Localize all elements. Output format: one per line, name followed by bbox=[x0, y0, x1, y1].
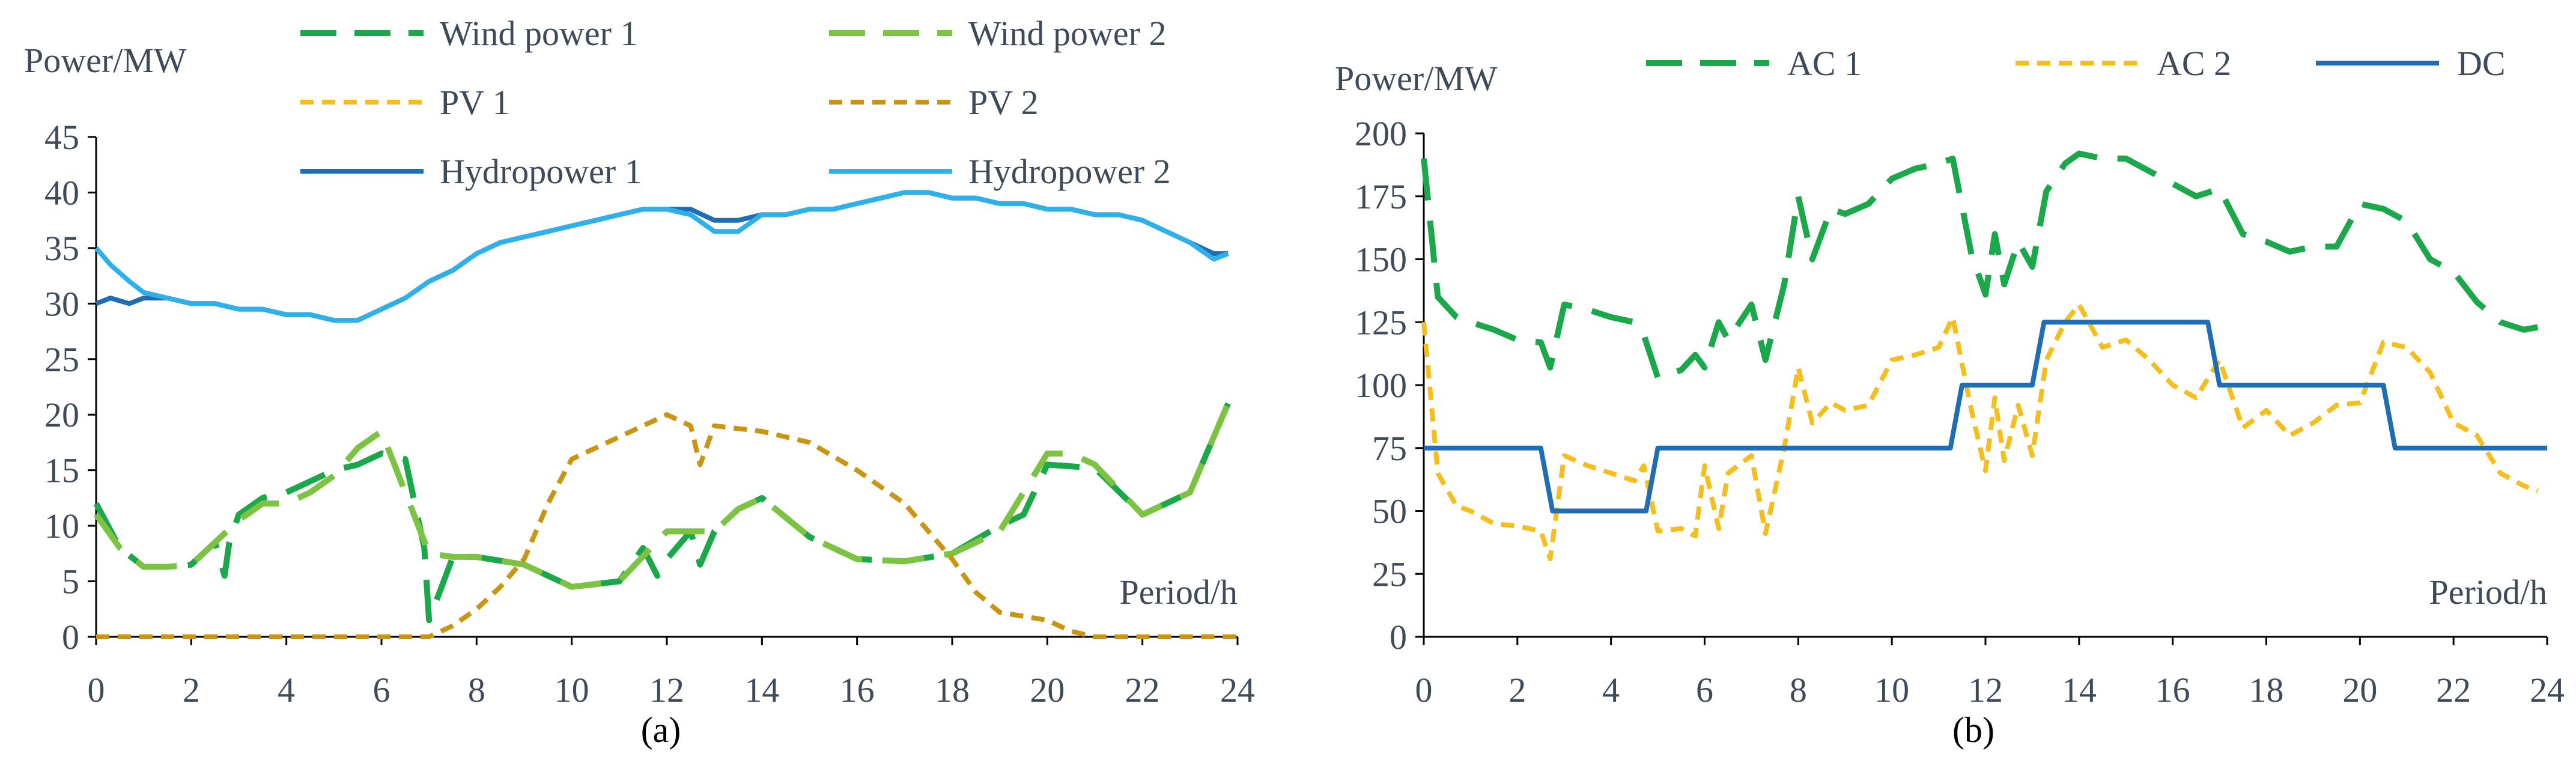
legend-item-hydropower-2: Hydropower 2 bbox=[829, 152, 1171, 191]
chart-b-legend: AC 1 AC 2 DC bbox=[1646, 44, 2506, 83]
legend-item-dc: DC bbox=[2316, 44, 2506, 83]
chart-a-xtick-label: 8 bbox=[468, 670, 485, 710]
chart-b-xtick-label: 10 bbox=[1874, 670, 1909, 710]
chart-b-xtick-label: 6 bbox=[1696, 670, 1713, 710]
chart-b-caption: (b) bbox=[1952, 710, 1994, 750]
legend-label-wind-power-1: Wind power 1 bbox=[440, 14, 637, 53]
chart-b-xtick-label: 2 bbox=[1508, 670, 1526, 710]
chart-b-xtick-label: 22 bbox=[2436, 670, 2471, 710]
chart-a-ytick-label: 20 bbox=[44, 395, 79, 434]
chart-a-ytick-label: 45 bbox=[44, 118, 79, 157]
legend-item-ac-1: AC 1 bbox=[1646, 44, 1862, 83]
chart-b-series-ac-1 bbox=[1421, 150, 2539, 381]
chart-b-xtick-label: 14 bbox=[2062, 670, 2097, 710]
chart-b-xtick-label: 12 bbox=[1968, 670, 2003, 710]
chart-b-ytick-label: 0 bbox=[1390, 618, 1407, 657]
legend-label-hydropower-2: Hydropower 2 bbox=[968, 152, 1171, 191]
chart-a-series-pv-1 bbox=[96, 412, 1238, 639]
chart-b-ytick-label: 75 bbox=[1372, 429, 1407, 468]
chart-b-ylabel: Power/MW bbox=[1335, 59, 1498, 98]
chart-a-xtick-label: 4 bbox=[278, 670, 295, 710]
chart-a-series-pv-2 bbox=[96, 412, 1238, 639]
chart-a-ytick-label: 10 bbox=[44, 506, 79, 546]
chart-a-xtick-label: 16 bbox=[840, 670, 875, 710]
legend-label-pv-2: PV 2 bbox=[968, 83, 1039, 122]
chart-a-ytick-label: 5 bbox=[62, 562, 79, 601]
legend-item-pv-2: PV 2 bbox=[829, 83, 1039, 122]
chart-a-xtick-label: 18 bbox=[935, 670, 970, 710]
chart-a-legend: Wind power 1 Wind power 2 PV 1 PV 2 Hydr… bbox=[300, 14, 1171, 191]
chart-b-ytick-label: 50 bbox=[1372, 492, 1407, 531]
chart-b-xlabel: Period/h bbox=[2429, 573, 2547, 612]
chart-a-ytick-label: 0 bbox=[62, 618, 79, 657]
chart-b-ytick-label: 25 bbox=[1372, 555, 1407, 594]
chart-b-ytick-label: 100 bbox=[1355, 366, 1407, 405]
chart-a: Power/MW Period/h (a) Wind power 1 Wind … bbox=[24, 14, 1255, 750]
chart-a-series-hydropower-1 bbox=[95, 190, 1229, 323]
chart-b-xtick-label: 18 bbox=[2249, 670, 2284, 710]
chart-b-ytick-label: 175 bbox=[1355, 177, 1407, 216]
chart-a-xtick-label: 10 bbox=[554, 670, 589, 710]
chart-a-series bbox=[93, 190, 1238, 639]
legend-item-hydropower-1: Hydropower 1 bbox=[300, 152, 642, 191]
legend-item-pv-1: PV 1 bbox=[300, 83, 510, 122]
chart-b-xtick-label: 0 bbox=[1415, 670, 1433, 710]
chart-a-caption: (a) bbox=[641, 710, 681, 750]
legend-label-ac-1: AC 1 bbox=[1787, 44, 1862, 83]
legend-label-dc: DC bbox=[2457, 44, 2506, 83]
chart-a-ytick-label: 40 bbox=[44, 173, 79, 212]
chart-a-ytick-label: 30 bbox=[44, 284, 79, 323]
chart-a-series-wind-power-1 bbox=[93, 402, 1231, 624]
legend-label-ac-2: AC 2 bbox=[2157, 44, 2231, 83]
legend-item-wind-power-1: Wind power 1 bbox=[300, 14, 637, 53]
chart-b-ytick-label: 150 bbox=[1355, 240, 1407, 279]
chart-a-xtick-label: 22 bbox=[1125, 670, 1160, 710]
chart-a-ytick-label: 15 bbox=[44, 451, 79, 490]
chart-b-series bbox=[1421, 150, 2547, 562]
chart-b-xtick-label: 8 bbox=[1790, 670, 1807, 710]
chart-a-xtick-label: 0 bbox=[88, 670, 105, 710]
chart-b-xtick-label: 24 bbox=[2530, 670, 2565, 710]
chart-b-xtick-label: 4 bbox=[1602, 670, 1620, 710]
chart-a-xlabel: Period/h bbox=[1119, 573, 1238, 612]
chart-a-xtick-label: 20 bbox=[1030, 670, 1065, 710]
chart-a-xtick-label: 2 bbox=[183, 670, 200, 710]
legend-label-hydropower-1: Hydropower 1 bbox=[440, 152, 642, 191]
chart-a-xtick-label: 12 bbox=[649, 670, 684, 710]
chart-a-series-hydropower-2 bbox=[94, 190, 1229, 323]
chart-b-ytick-label: 125 bbox=[1355, 303, 1407, 342]
chart-a-xtick-label: 24 bbox=[1220, 670, 1255, 710]
chart-a-ytick-label: 25 bbox=[44, 340, 79, 379]
legend-item-ac-2: AC 2 bbox=[2016, 44, 2231, 83]
chart-a-xtick-label: 14 bbox=[744, 670, 779, 710]
chart-b-ytick-label: 200 bbox=[1355, 114, 1407, 153]
chart-b-xtick-label: 16 bbox=[2155, 670, 2190, 710]
legend-label-wind-power-2: Wind power 2 bbox=[968, 14, 1166, 53]
legend-item-wind-power-2: Wind power 2 bbox=[829, 14, 1166, 53]
chart-a-ylabel: Power/MW bbox=[24, 41, 187, 80]
chart-b-series-ac-2 bbox=[1421, 302, 2539, 562]
chart-a-xtick-label: 6 bbox=[373, 670, 390, 710]
chart-b-xtick-label: 20 bbox=[2342, 670, 2377, 710]
chart-a-series-wind-power-2 bbox=[93, 402, 1231, 590]
legend-label-pv-1: PV 1 bbox=[440, 83, 510, 122]
chart-b: Power/MW Period/h (b) AC 1 AC 2 DC 0 25 50… bbox=[1335, 44, 2565, 750]
chart-a-ytick-label: 35 bbox=[44, 229, 79, 268]
chart-b-series-dc bbox=[1424, 320, 2547, 514]
